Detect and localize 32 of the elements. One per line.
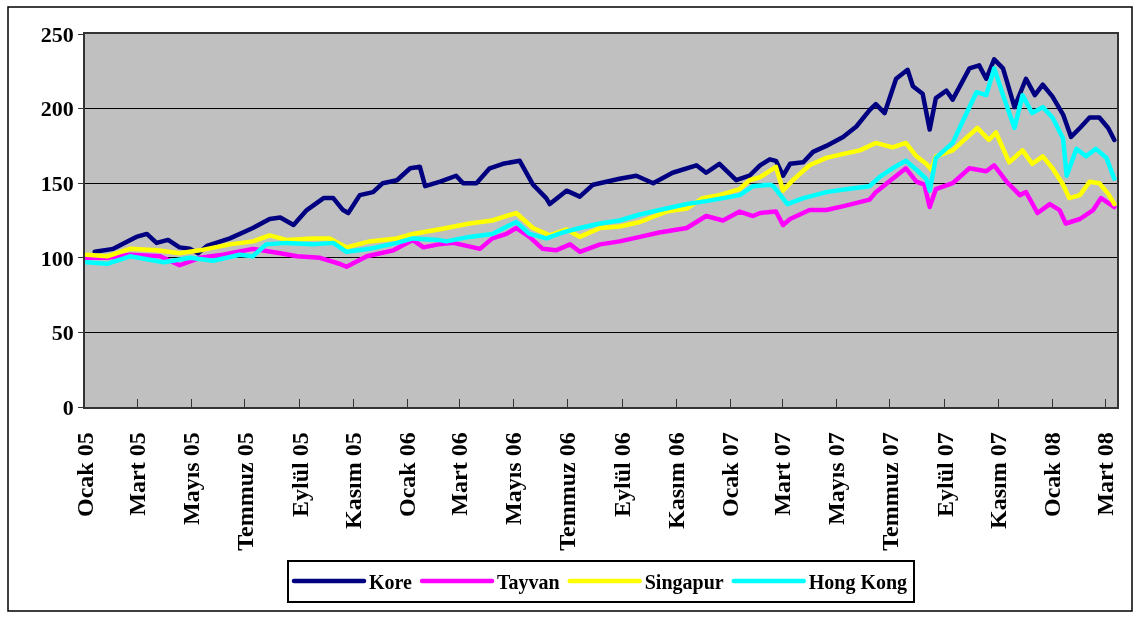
line-series: [85, 163, 1117, 269]
x-tick-label: Mart 08: [1092, 432, 1119, 516]
x-tick-label: Kasım 06: [662, 432, 689, 530]
y-tick-label: 250: [40, 21, 74, 47]
x-tick-label: Temmuz 05: [231, 432, 258, 551]
x-tick-label: Kasım 07: [985, 432, 1012, 530]
line-series: [85, 125, 1117, 259]
y-tick-label: 50: [51, 320, 74, 346]
x-tick-label: Mayıs 07: [822, 432, 849, 526]
legend-label: Singapur: [644, 570, 724, 594]
x-tick-label: Mayıs 05: [177, 432, 204, 526]
x-tick-label: Temmuz 07: [876, 432, 903, 551]
x-tick-label: Eylül 05: [286, 432, 313, 518]
y-tick-label: 150: [40, 170, 74, 196]
x-tick-label: Mart 05: [123, 432, 150, 516]
y-tick-label: 0: [62, 394, 74, 420]
x-tick-label: Temmuz 06: [554, 432, 581, 551]
x-tick-label: Kasım 05: [340, 432, 367, 530]
x-tick-label: Mart 06: [446, 432, 473, 516]
legend-label: Tayvan: [497, 570, 560, 594]
x-tick-label: Ocak 05: [71, 432, 98, 518]
x-tick-label: Mayıs 06: [500, 432, 527, 526]
x-tick-label: Ocak 07: [716, 432, 743, 518]
y-tick-label: 100: [40, 245, 74, 271]
legend-label: Hong Kong: [808, 570, 908, 594]
y-tick-label: 200: [40, 96, 74, 122]
x-tick-label: Eylül 06: [609, 432, 636, 518]
legend-label: Kore: [369, 570, 413, 593]
x-tick-label: Mart 07: [768, 432, 795, 516]
x-tick-label: Ocak 08: [1039, 432, 1066, 518]
x-tick-label: Ocak 06: [394, 432, 421, 518]
x-tick-label: Eylül 07: [931, 432, 958, 518]
